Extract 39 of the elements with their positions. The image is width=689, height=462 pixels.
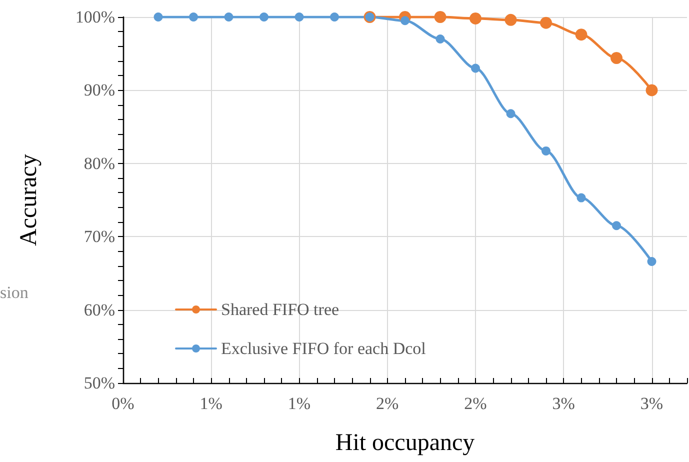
point	[506, 109, 516, 118]
point	[224, 12, 234, 22]
y-tick-label: 50%	[84, 374, 115, 392]
legend-label: Shared FIFO tree	[221, 300, 340, 319]
point	[189, 12, 198, 22]
y-tick-label: 60%	[84, 300, 115, 320]
x-tick-label: 3%	[552, 394, 575, 413]
point	[612, 221, 621, 230]
point	[647, 256, 656, 266]
point	[330, 12, 339, 22]
x-tick-label: 1%	[200, 394, 222, 413]
point	[294, 12, 304, 22]
point	[260, 12, 268, 22]
legend-label: Exclusive FIFO for each Dcol	[221, 339, 426, 358]
x-tick-label: 2%	[464, 394, 487, 413]
y-tick-label: 100%	[75, 8, 115, 26]
y-axis-title: Accuracy	[16, 154, 42, 246]
point	[504, 14, 517, 26]
x-axis-title: Hit occupancy	[335, 430, 475, 456]
point	[470, 12, 482, 24]
y-tick-label: 90%	[84, 80, 115, 100]
x-tick-label: 1%	[288, 394, 311, 413]
point	[154, 12, 163, 22]
point	[646, 84, 658, 96]
point	[575, 28, 588, 41]
y-tick-label: 80%	[84, 154, 115, 173]
x-tick-label: 3%	[640, 394, 664, 413]
text: sion	[0, 283, 29, 302]
point	[542, 146, 550, 156]
point	[434, 11, 446, 23]
point	[400, 16, 410, 26]
x-tick-label: 0%	[112, 394, 134, 413]
point	[436, 34, 445, 44]
point	[471, 64, 480, 73]
x-tick-label: 2%	[376, 394, 399, 413]
point	[610, 52, 622, 64]
point	[576, 193, 586, 202]
y-tick-label: 70%	[84, 227, 115, 246]
point	[540, 16, 552, 29]
